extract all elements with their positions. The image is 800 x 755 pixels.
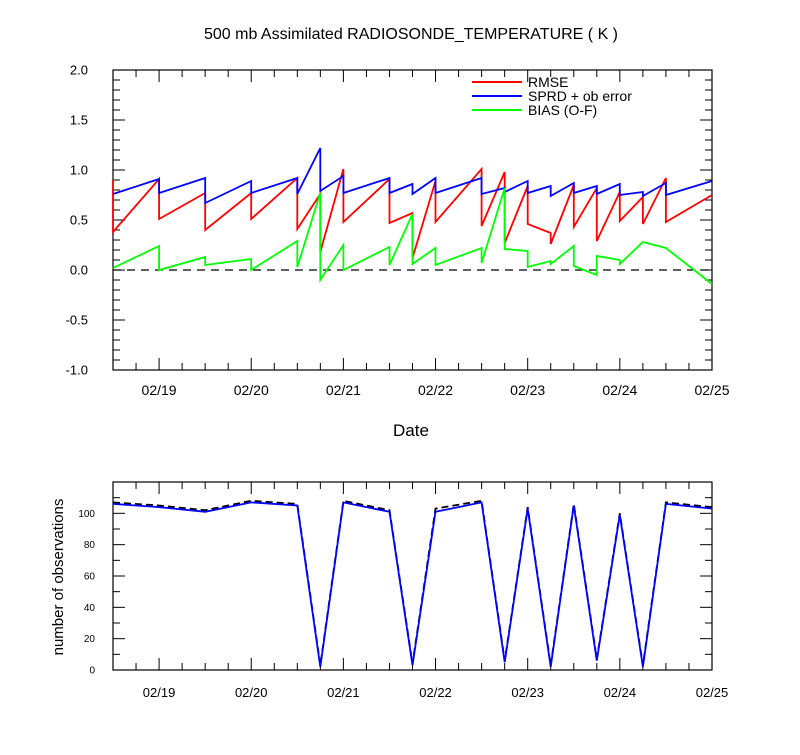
y-tick-label: 1.0 (70, 163, 88, 178)
legend-label: RMSE (528, 74, 568, 90)
x-tick-label: 02/21 (326, 382, 361, 398)
x-tick-label: 02/24 (602, 382, 637, 398)
x-tick-label: 02/25 (696, 685, 729, 700)
x-tick-label: 02/22 (418, 382, 453, 398)
y-axis-label-observations: number of observations (50, 499, 67, 656)
series-line-observations-assimilated (112, 501, 713, 668)
y-tick-label: 40 (84, 603, 96, 614)
y-tick-label: 100 (78, 509, 95, 520)
top-chart: 2.0 1.5 1.0 0.5 0.0 -0.5 -1.0 02/19 02/20 02/21 02… (66, 63, 730, 398)
chart-title: 500 mb Assimilated RADIOSONDE_TEMPERATUR… (204, 26, 618, 43)
y-tick-label: 80 (84, 540, 96, 551)
y-tick-label: -0.5 (66, 313, 88, 328)
x-tick-label: 02/23 (510, 382, 545, 398)
y-tick-label: 60 (84, 572, 96, 583)
x-axis-label: Date (393, 421, 429, 440)
x-tick-label: 02/23 (511, 685, 544, 700)
y-tick-label: 0.0 (70, 263, 88, 278)
x-tick-label: 02/22 (419, 685, 452, 700)
x-tick-label: 02/25 (694, 382, 729, 398)
y-tick-label: 0.5 (70, 213, 88, 228)
x-tick-label: 02/19 (142, 382, 177, 398)
series-line-sprd-ob-error (112, 147, 713, 205)
y-tick-label: 20 (84, 634, 96, 645)
x-tick-label: 02/20 (235, 685, 268, 700)
y-tick-label: 0 (89, 666, 95, 677)
series-line-rmse (112, 166, 713, 259)
x-tick-label: 02/19 (143, 685, 176, 700)
legend-label: SPRD + ob error (528, 88, 632, 104)
x-tick-label: 02/20 (234, 382, 269, 398)
bottom-chart: 0 20 40 60 80 100 02/19 02/20 02/21 02/22 02/23 02/… (78, 481, 729, 700)
y-tick-label: -1.0 (66, 363, 88, 378)
series-line-bias-o-f (112, 187, 713, 285)
y-tick-label: 2.0 (70, 63, 88, 78)
x-tick-label: 02/24 (604, 685, 637, 700)
y-tick-label: 1.5 (70, 113, 88, 128)
x-tick-label: 02/21 (327, 685, 360, 700)
legend-label: BIAS (O-F) (528, 102, 597, 118)
